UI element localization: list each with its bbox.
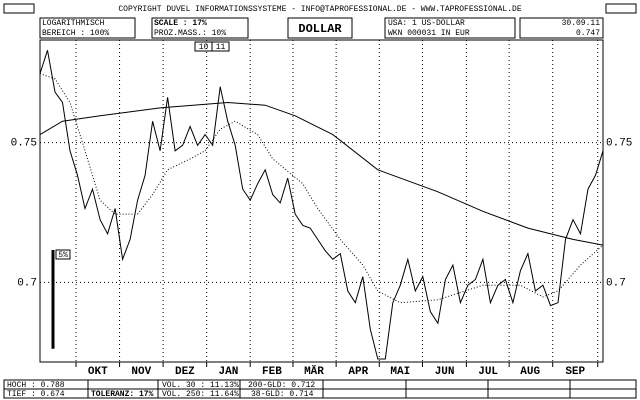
y-tick-label: 0.7 [17,277,37,289]
vol30: VOL. 30 : 11.13% [162,381,239,390]
low: TIEF : 0.674 [7,390,65,399]
header-box [384,17,516,39]
footer: HOCH : 0.788 TIEF : 0.674 TOLERANZ: 17% … [3,379,637,399]
header-box [39,17,136,39]
x-tick-label: JAN [219,366,239,378]
header-box [3,3,35,14]
header-box [519,17,604,39]
range: BEREICH : 100% [42,29,109,38]
x-tick-label: OKT [88,366,108,378]
copyright: COPYRIGHT DUVEL INFORMATIONSSYSTEME - IN… [118,5,521,14]
title-box [287,17,353,39]
proz: PROZ.MASS.: 10% [154,29,226,38]
marker: 11 [216,43,226,52]
y-tick-label: 0.75 [606,138,632,150]
scale-bar-label: 5% [58,251,68,260]
line [39,50,604,360]
y-tick-label: 0.7 [606,277,626,289]
x-tick-label: AUG [520,366,540,378]
gld200: 200-GLD: 0.712 [248,381,315,390]
y-tick-label: 0.75 [11,138,37,150]
gld38: 38-GLD: 0.714 [251,390,314,399]
x-tick-label: SEP [565,366,585,378]
x-tick-label: NOV [131,366,151,378]
scale-bar-box [55,249,71,260]
line [39,73,604,304]
x-tick-label: DEZ [175,366,195,378]
wkn: WKN 000031 IN EUR [388,29,470,38]
scale: SCALE : 17% [154,19,207,28]
x-tick-label: MAI [390,366,410,378]
header-box [605,3,637,14]
x-tick-label: JUN [435,366,455,378]
title: DOLLAR [298,22,342,36]
high: HOCH : 0.788 [7,381,65,390]
x-tick-label: APR [348,366,368,378]
line [39,101,604,246]
last: 0.747 [576,29,600,38]
marker: 10 [199,43,209,52]
tolerance: TOLERANZ: 17% [91,390,154,399]
name: USA: 1 US-DOLLAR [388,19,465,28]
x-tick-label: FEB [262,366,282,378]
header-box [151,17,249,39]
vol250: VOL. 250: 11.64% [162,390,239,399]
x-tick-label: MÄR [304,365,324,378]
scale-type: LOGARITHMISCH [42,19,105,28]
marker-box [211,41,230,52]
date: 30.09.11 [562,19,601,28]
header: COPYRIGHT DUVEL INFORMATIONSSYSTEME - IN… [3,3,637,52]
x-tick-label: JUL [478,366,498,378]
plot-frame [39,39,604,363]
